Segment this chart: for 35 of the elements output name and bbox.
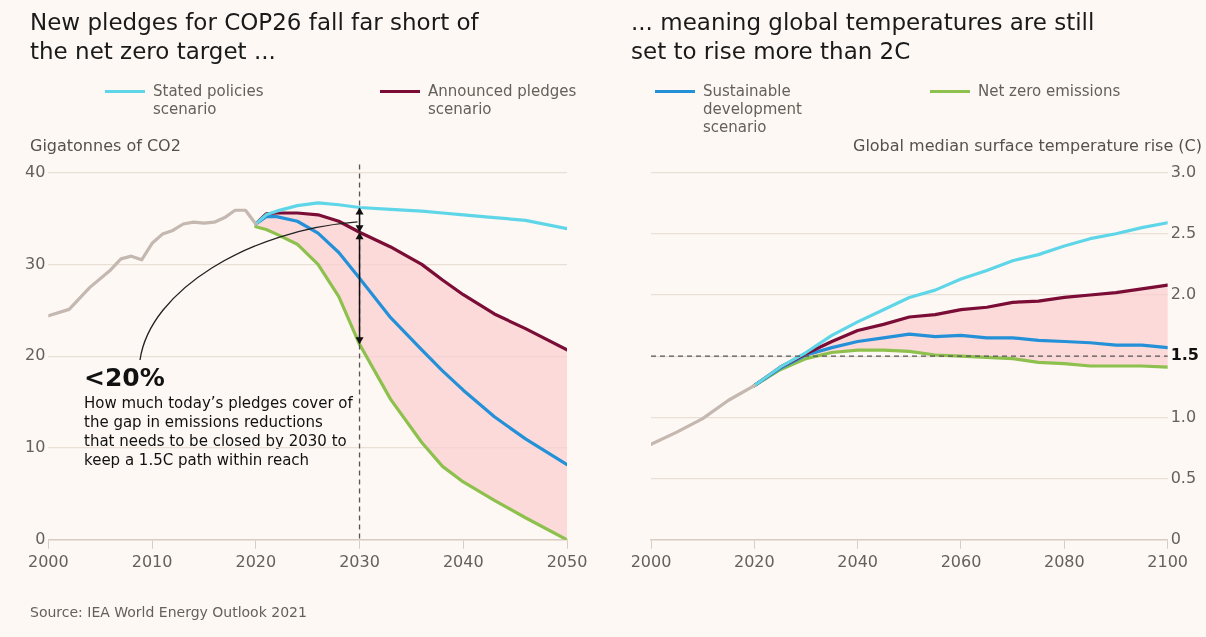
legend-label: Net zero emissions: [978, 82, 1121, 100]
legend-label: Announced pledges scenario: [428, 82, 578, 118]
x-tick-label: 2040: [442, 551, 484, 571]
y-tick-label: 0.5: [1170, 467, 1197, 487]
x-tick-label: 2020: [733, 551, 775, 571]
legend-label: Sustainable development scenario: [703, 82, 803, 136]
x-tick-label: 2030: [339, 551, 380, 571]
y-tick-label: 1.5: [1170, 345, 1199, 365]
y-axis-title: Global median surface temperature rise (C): [852, 136, 1202, 155]
chart-title: New pledges for COP26 fall far short of the net zero target ...: [30, 8, 480, 66]
y-tick-label: 30: [25, 253, 46, 273]
y-tick-label: 0: [1170, 528, 1181, 548]
x-tick-label: 2000: [28, 551, 69, 571]
x-tick-label: 2000: [630, 551, 672, 571]
x-tick-label: 2100: [1147, 551, 1189, 571]
source-note: Source: IEA World Energy Outlook 2021: [30, 604, 307, 620]
x-tick-label: 2060: [940, 551, 982, 571]
x-tick-label: 2040: [837, 551, 879, 571]
y-tick-label: 2.5: [1170, 222, 1197, 242]
y-tick-label: 1.0: [1170, 406, 1197, 426]
chart-title: ... meaning global temperatures are still set to rise more than 2C: [631, 8, 1096, 66]
x-tick-label: 2050: [546, 551, 588, 571]
y-tick-label: 3.0: [1170, 161, 1197, 181]
x-tick-label: 2080: [1043, 551, 1085, 571]
legend-label: Stated policies scenario: [153, 82, 265, 118]
annotation: <20%: [84, 362, 166, 394]
y-tick-label: 40: [25, 161, 46, 181]
y-tick-label: 0: [35, 528, 46, 548]
x-tick-label: 2020: [235, 551, 277, 571]
y-axis-title: Gigatonnes of CO2: [30, 136, 181, 155]
y-tick-label: 2.0: [1170, 284, 1197, 304]
annotation: How much today’s pledges cover of the gap in emissions reductions that needs to be closed by 2030 to keep a 1.5C path within reach: [84, 394, 354, 470]
y-tick-label: 10: [25, 437, 46, 457]
y-tick-label: 20: [25, 345, 46, 365]
x-tick-label: 2010: [131, 551, 173, 571]
